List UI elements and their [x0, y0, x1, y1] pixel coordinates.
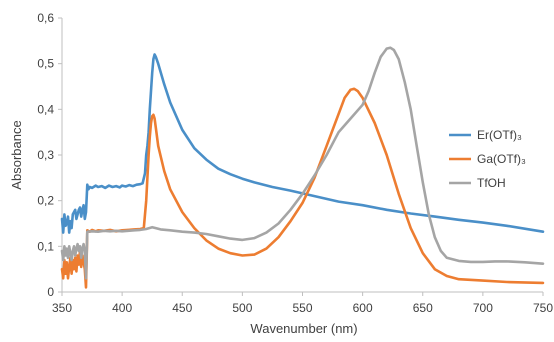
- legend-label-3: TfOH: [477, 176, 506, 190]
- y-tick-label: 0,3: [37, 148, 54, 162]
- y-axis-ticks: 0 0,1 0,2 0,3 0,4 0,5 0,6: [37, 11, 62, 299]
- legend-label-2: Ga(OTf)₃: [477, 152, 526, 166]
- x-tick-label: 350: [52, 301, 72, 315]
- y-tick-label: 0,4: [37, 102, 54, 116]
- x-tick-label: 750: [533, 301, 553, 315]
- x-axis-title: Wavenumber (nm): [250, 321, 357, 336]
- x-tick-label: 600: [353, 301, 373, 315]
- series-line-2: [60, 87, 545, 289]
- y-tick-label: 0,1: [37, 239, 54, 253]
- x-tick-label: 700: [473, 301, 493, 315]
- y-tick-label: 0: [47, 285, 54, 299]
- y-tick-label: 0,2: [37, 194, 54, 208]
- x-axis-ticks: 350 400 450 500 550 600 650 700 750: [52, 292, 553, 315]
- series-line-3: [60, 46, 545, 280]
- plot-area: [61, 18, 543, 293]
- y-tick-label: 0,5: [37, 57, 54, 71]
- y-axis-title: Absorbance: [9, 120, 24, 189]
- series-layer: [60, 46, 545, 289]
- series-line-1: [60, 53, 545, 234]
- x-tick-label: 550: [292, 301, 312, 315]
- x-tick-label: 500: [232, 301, 252, 315]
- x-tick-label: 400: [112, 301, 132, 315]
- y-tick-label: 0,6: [37, 11, 54, 25]
- legend: Er(OTf)₃ Ga(OTf)₃ TfOH: [449, 128, 526, 190]
- legend-label-1: Er(OTf)₃: [477, 128, 522, 142]
- x-tick-label: 450: [172, 301, 192, 315]
- x-tick-label: 650: [413, 301, 433, 315]
